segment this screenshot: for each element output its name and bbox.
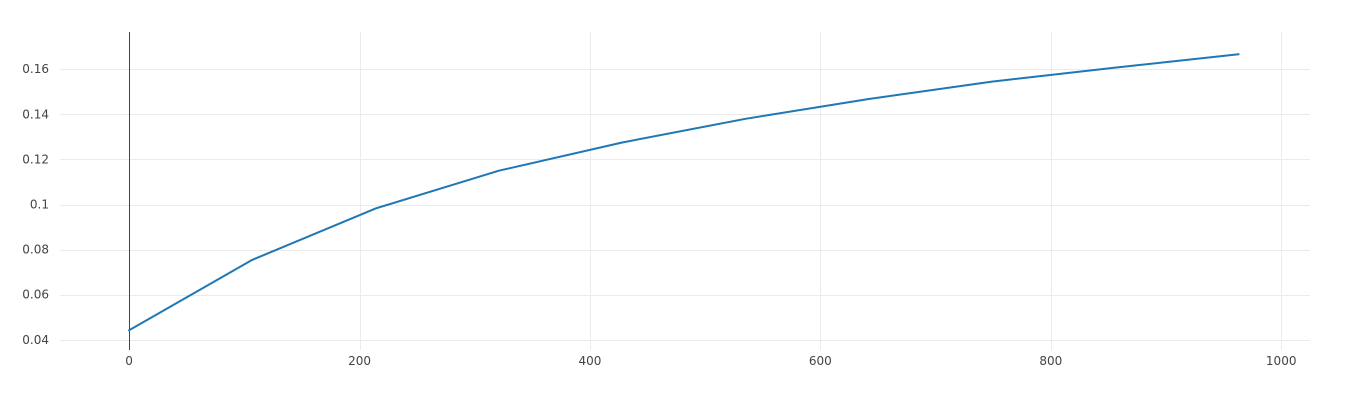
data-point [128, 329, 130, 332]
x-gridlines [360, 32, 1282, 350]
x-tick-label: 400 [579, 354, 602, 368]
data-point [251, 259, 254, 261]
x-tick-label: 1000 [1266, 354, 1297, 368]
data-point [498, 169, 500, 172]
y-gridlines [60, 69, 1310, 341]
y-tick-label: 0.16 [22, 62, 49, 76]
x-axis-tick-labels: 0 200 400 600 800 1000 [125, 354, 1296, 368]
data-point [374, 207, 377, 210]
data-point [1114, 66, 1117, 69]
x-tick-label: 800 [1039, 354, 1062, 368]
y-tick-label: 0.14 [22, 107, 49, 121]
series-layer [128, 53, 1240, 332]
x-tick-label: 600 [809, 354, 832, 368]
data-point [868, 98, 870, 100]
x-tick-label: 200 [348, 354, 371, 368]
y-tick-label: 0.08 [22, 243, 49, 257]
y-tick-label: 0.1 [30, 198, 49, 212]
y-tick-label: 0.12 [22, 152, 49, 166]
data-point [991, 80, 993, 83]
y-axis-tick-labels: 0.04 0.06 0.08 0.1 0.12 0.14 0.16 [22, 62, 49, 347]
data-point [1237, 53, 1240, 56]
data-point [621, 141, 623, 144]
data-point [744, 118, 747, 120]
series-line [128, 53, 1240, 332]
x-tick-label: 0 [125, 354, 133, 368]
y-tick-label: 0.06 [22, 288, 49, 302]
y-tick-label: 0.04 [22, 333, 49, 347]
